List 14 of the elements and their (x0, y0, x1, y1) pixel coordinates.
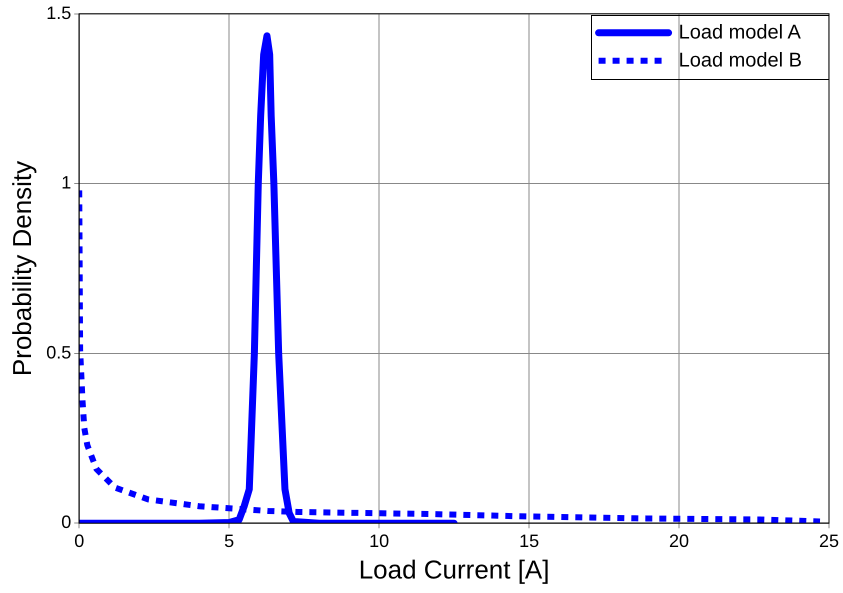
y-tick-label: 0.5 (46, 342, 72, 362)
x-tick-label: 5 (224, 530, 234, 551)
x-tick-label: 25 (818, 530, 840, 551)
x-axis-title: Load Current [A] (358, 554, 550, 585)
legend-label: Load model A (678, 21, 802, 44)
x-tick-label: 0 (74, 530, 84, 551)
y-tick-label: 1 (61, 172, 72, 193)
x-tick-label: 20 (669, 530, 690, 551)
y-tick-label: 1.5 (46, 2, 72, 23)
legend-label: Load model B (678, 49, 802, 72)
y-axis-title: Probability Density (6, 160, 37, 376)
x-tick-label: 10 (369, 530, 390, 551)
y-tick-label: 0 (61, 512, 72, 532)
x-tick-label: 15 (519, 530, 540, 551)
